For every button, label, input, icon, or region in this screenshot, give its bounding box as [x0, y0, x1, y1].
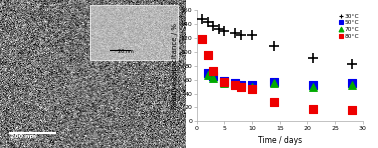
Point — [199, 38, 205, 41]
Point — [310, 83, 316, 86]
Point — [271, 82, 277, 84]
Point — [204, 54, 211, 57]
Point — [238, 86, 244, 88]
Point — [349, 108, 355, 111]
Point — [249, 86, 255, 89]
Point — [232, 32, 239, 34]
Point — [249, 88, 255, 90]
Point — [271, 81, 277, 83]
Point — [210, 77, 216, 79]
Point — [204, 72, 211, 74]
Point — [221, 81, 227, 83]
Point — [221, 30, 227, 32]
Point — [349, 81, 355, 84]
Y-axis label: Relative capacitance / %: Relative capacitance / % — [172, 23, 178, 109]
X-axis label: Time / days: Time / days — [258, 136, 302, 145]
Point — [271, 101, 277, 103]
Point — [249, 34, 255, 37]
Point — [210, 24, 216, 27]
Legend: 30°C, 50°C, 70°C, 80°C: 30°C, 50°C, 70°C, 80°C — [338, 13, 360, 39]
Text: 200 nm: 200 nm — [10, 134, 36, 139]
Point — [232, 84, 239, 86]
Bar — [90, 5, 178, 60]
Point — [221, 82, 227, 84]
Point — [310, 86, 316, 88]
Point — [204, 21, 211, 23]
Point — [349, 83, 355, 86]
Point — [238, 84, 244, 86]
Point — [310, 56, 316, 59]
Point — [210, 70, 216, 73]
Text: 20 nm: 20 nm — [118, 49, 134, 54]
Point — [204, 74, 211, 76]
Point — [216, 28, 222, 30]
Point — [199, 17, 205, 20]
Point — [271, 45, 277, 48]
Point — [249, 84, 255, 86]
Point — [238, 86, 244, 88]
Point — [310, 108, 316, 110]
Point — [349, 63, 355, 66]
Point — [238, 33, 244, 36]
Point — [210, 75, 216, 77]
Point — [232, 82, 239, 84]
Point — [221, 80, 227, 82]
Point — [232, 84, 239, 86]
